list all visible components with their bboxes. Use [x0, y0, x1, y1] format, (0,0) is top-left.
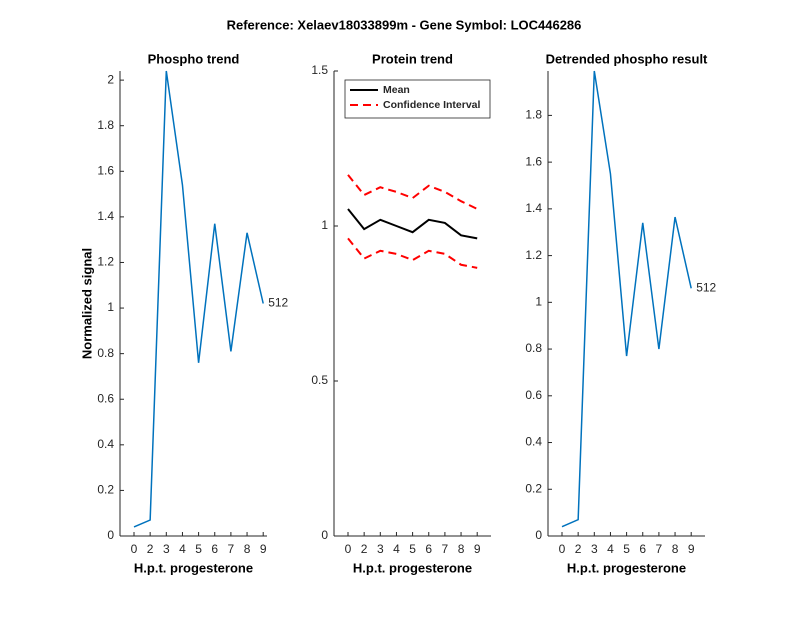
x-tick-label: 7: [656, 542, 663, 556]
y-tick-label: 0.8: [525, 341, 542, 355]
x-tick-label: 0: [345, 542, 352, 556]
y-tick-label: 2: [107, 72, 114, 86]
x-tick-label: 8: [458, 542, 465, 556]
x-tick-label: 0: [131, 542, 138, 556]
y-tick-label: 0.6: [97, 391, 114, 405]
x-axis-label: H.p.t. progesterone: [353, 560, 472, 575]
x-tick-label: 9: [260, 542, 267, 556]
y-tick-label: 0.4: [97, 437, 114, 451]
x-tick-label: 0: [559, 542, 566, 556]
y-tick-label: 0: [321, 528, 328, 542]
x-tick-label: 3: [163, 542, 170, 556]
x-tick-label: 9: [474, 542, 481, 556]
y-tick-label: 1.6: [97, 163, 114, 177]
x-tick-label: 3: [591, 542, 598, 556]
y-tick-label: 1: [535, 295, 542, 309]
series-line: [133, 70, 264, 528]
legend-label: Confidence Interval: [383, 99, 481, 111]
x-tick-label: 2: [575, 542, 582, 556]
y-tick-label: 1.4: [97, 209, 114, 223]
x-tick-label: 7: [442, 542, 449, 556]
y-tick-label: 1.8: [97, 118, 114, 132]
x-tick-label: 8: [244, 542, 251, 556]
x-tick-label: 5: [623, 542, 630, 556]
annotation: 512: [268, 296, 288, 310]
x-tick-label: 3: [377, 542, 384, 556]
y-tick-label: 1: [107, 300, 114, 314]
x-tick-label: 2: [147, 542, 154, 556]
x-tick-label: 2: [361, 542, 368, 556]
y-tick-label: 0.8: [97, 346, 114, 360]
y-tick-label: 1.2: [525, 248, 542, 262]
y-tick-label: 0: [107, 528, 114, 542]
x-tick-label: 5: [409, 542, 416, 556]
x-axis-label: H.p.t. progesterone: [134, 560, 253, 575]
x-tick-label: 5: [195, 542, 202, 556]
series-line: [347, 208, 478, 240]
x-tick-label: 8: [672, 542, 679, 556]
y-tick-label: 1.8: [525, 108, 542, 122]
subplot-title: Protein trend: [372, 51, 453, 66]
y-tick-label: 1.6: [525, 154, 542, 168]
series-line: [561, 70, 692, 528]
x-tick-label: 7: [228, 542, 235, 556]
x-tick-label: 6: [211, 542, 218, 556]
series-lower-line: [347, 237, 478, 269]
y-tick-label: 1.2: [97, 255, 114, 269]
x-tick-label: 4: [393, 542, 400, 556]
y-tick-label: 1.5: [311, 63, 328, 77]
y-tick-label: 0: [535, 528, 542, 542]
y-tick-label: 0.4: [525, 435, 542, 449]
legend-label: Mean: [383, 84, 410, 96]
y-tick-label: 0.2: [97, 483, 114, 497]
x-tick-label: 6: [639, 542, 646, 556]
series-line: [347, 174, 478, 210]
x-tick-label: 4: [607, 542, 614, 556]
annotation: 512: [696, 280, 716, 294]
x-tick-label: 6: [425, 542, 432, 556]
figure-title: Reference: Xelaev18033899m - Gene Symbol…: [227, 17, 582, 32]
y-tick-label: 0.5: [311, 373, 328, 387]
y-tick-label: 0.6: [525, 388, 542, 402]
y-axis-label: Normalized signal: [79, 248, 94, 359]
x-tick-label: 4: [179, 542, 186, 556]
x-tick-label: 9: [688, 542, 695, 556]
subplot-title: Detrended phospho result: [546, 51, 708, 66]
subplot-title: Phospho trend: [148, 51, 240, 66]
y-tick-label: 0.2: [525, 481, 542, 495]
legend-box: [344, 79, 491, 119]
y-tick-label: 1: [321, 218, 328, 232]
x-axis-label: H.p.t. progesterone: [567, 560, 686, 575]
y-tick-label: 1.4: [525, 201, 542, 215]
